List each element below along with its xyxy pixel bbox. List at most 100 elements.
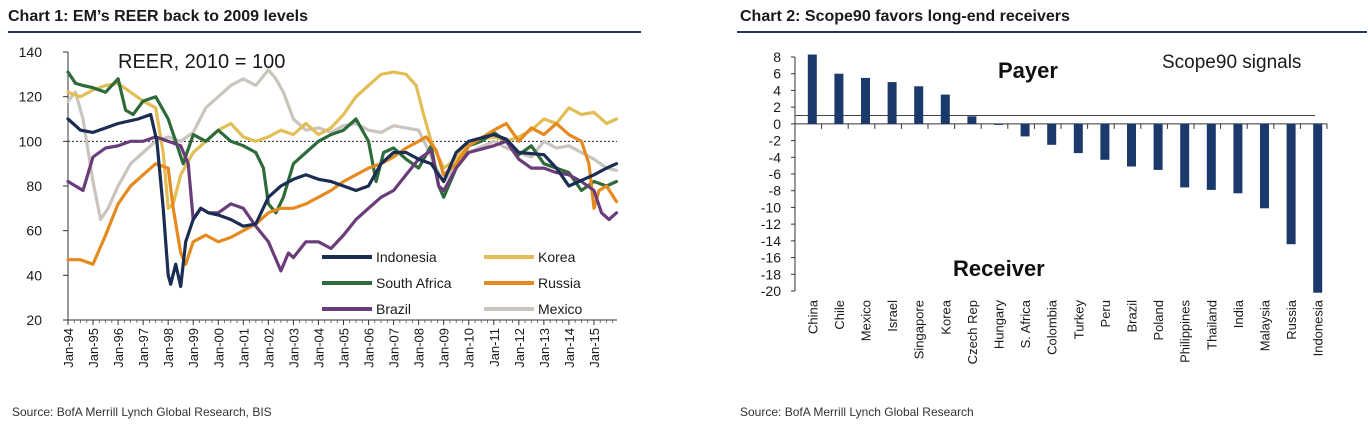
y-tick-label: 80 (26, 178, 42, 194)
category-label: Korea (938, 299, 953, 334)
chart-1-panel: Chart 1: EM’s REER back to 2009 levels 2… (0, 0, 650, 430)
bar-russia (1286, 123, 1296, 245)
y-tick-label: -4 (769, 149, 782, 165)
x-tick-label: Jan-96 (111, 328, 126, 368)
category-label: India (1231, 299, 1246, 328)
x-tick-label: Jan-02 (261, 328, 276, 368)
chart-1-title-rule (8, 31, 641, 33)
bar-china (807, 54, 817, 124)
category-label: Philippines (1178, 300, 1193, 363)
chart-2-annotation: Scope90 signals (1162, 52, 1301, 73)
chart-2-panel: Chart 2: Scope90 favors long-end receive… (737, 0, 1372, 430)
legend-label-russia: Russia (538, 275, 581, 291)
bar-peru (1100, 123, 1110, 160)
bar-turkey (1073, 123, 1083, 154)
category-label: Peru (1098, 300, 1113, 327)
category-label: Czech Rep (965, 300, 980, 364)
bar-india (1233, 123, 1243, 194)
chart-2-title-rule (737, 31, 1367, 33)
legend-label-indonesia: Indonesia (376, 249, 437, 265)
bar-czech-rep (967, 116, 977, 124)
bar-thailand (1206, 123, 1216, 190)
chart-1-source: Source: BofA Merrill Lynch Global Resear… (12, 405, 272, 419)
series-line-indonesia (66, 112, 619, 289)
x-tick-label: Jan-09 (437, 328, 452, 368)
y-tick-label: 140 (19, 44, 43, 60)
category-label: China (805, 299, 820, 334)
legend-label-korea: Korea (538, 249, 576, 265)
x-tick-label: Jan-12 (512, 328, 527, 368)
x-tick-label: Jan-03 (286, 328, 301, 368)
legend-label-south-africa: South Africa (376, 275, 452, 291)
bar-philippines (1180, 123, 1190, 188)
x-tick-label: Jan-10 (462, 328, 477, 368)
x-tick-label: Jan-01 (236, 328, 251, 368)
x-tick-label: Jan-04 (311, 328, 326, 368)
x-tick-label: Jan-05 (337, 328, 352, 368)
category-label: Indonesia (1311, 299, 1326, 356)
x-tick-label: Jan-97 (136, 328, 151, 368)
y-tick-label: 60 (26, 223, 42, 239)
y-tick-label: 120 (19, 89, 43, 105)
y-tick-label: -16 (761, 250, 781, 266)
y-tick-label: 2 (773, 99, 781, 115)
category-label: Hungary (992, 300, 1007, 350)
series-line-south-africa (66, 70, 619, 215)
y-tick-label: -10 (761, 199, 781, 215)
bar-singapore (914, 86, 924, 124)
y-tick-label: 4 (773, 82, 781, 98)
chart-2-title: Chart 2: Scope90 favors long-end receive… (740, 8, 1070, 25)
bar-brazil (1127, 123, 1136, 167)
category-label: Thailand (1204, 300, 1219, 350)
category-label: Singapore (912, 300, 927, 359)
x-tick-label: Jan-07 (387, 328, 402, 368)
y-tick-label: -2 (769, 133, 782, 149)
legend-label-brazil: Brazil (376, 301, 411, 317)
bar-korea (940, 94, 950, 124)
payer-label: Payer (998, 58, 1058, 83)
x-tick-label: Jan-13 (537, 328, 552, 368)
y-tick-label: -8 (769, 183, 782, 199)
category-label: Israel (885, 300, 900, 332)
y-tick-label: 6 (773, 66, 781, 82)
series-line-mexico (66, 68, 619, 222)
category-label: Mexico (859, 300, 874, 341)
bar-hungary (994, 123, 1003, 125)
bar-chile (834, 73, 844, 124)
receiver-label: Receiver (953, 256, 1045, 281)
x-tick-label: Jan-95 (86, 328, 101, 368)
chart-1-annotation: REER, 2010 = 100 (118, 51, 285, 73)
x-tick-label: Jan-14 (562, 328, 577, 368)
x-tick-label: Jan-99 (186, 328, 201, 368)
x-tick-label: Jan-08 (412, 328, 427, 368)
bar-mexico (861, 77, 870, 124)
category-label: Russia (1284, 299, 1299, 340)
x-tick-label: Jan-11 (487, 328, 502, 367)
chart-1-title: Chart 1: EM’s REER back to 2009 levels (8, 8, 308, 25)
bar-s-africa (1020, 123, 1030, 137)
x-tick-label: Jan-00 (211, 328, 226, 368)
bar-colombia (1047, 123, 1057, 145)
chart-2-source: Source: BofA Merrill Lynch Global Resear… (740, 405, 974, 419)
y-tick-label: -20 (761, 283, 781, 299)
y-tick-label: 100 (19, 133, 43, 149)
legend-label-mexico: Mexico (538, 301, 583, 317)
bar-israel (887, 82, 897, 124)
category-label: Colombia (1045, 299, 1060, 355)
category-label: S. Africa (1018, 299, 1033, 348)
category-label: Chile (832, 300, 847, 330)
y-tick-label: -6 (769, 166, 782, 182)
bar-indonesia (1313, 123, 1323, 293)
x-tick-label: Jan-06 (362, 328, 377, 368)
category-label: Malaysia (1258, 299, 1273, 351)
y-tick-label: 8 (773, 49, 781, 65)
series-line-brazil (66, 135, 619, 273)
chart-1-svg: 20 40 60 80 100 120 140 Jan-94 Jan-95 Jan-96 Jan-9… (19, 44, 619, 368)
y-tick-label: -14 (761, 233, 781, 249)
y-tick-label: -12 (761, 216, 781, 232)
bar-malaysia (1260, 123, 1269, 209)
x-tick-label: Jan-94 (61, 328, 76, 368)
y-tick-label: 40 (26, 267, 42, 283)
y-tick-label: 0 (773, 116, 781, 132)
